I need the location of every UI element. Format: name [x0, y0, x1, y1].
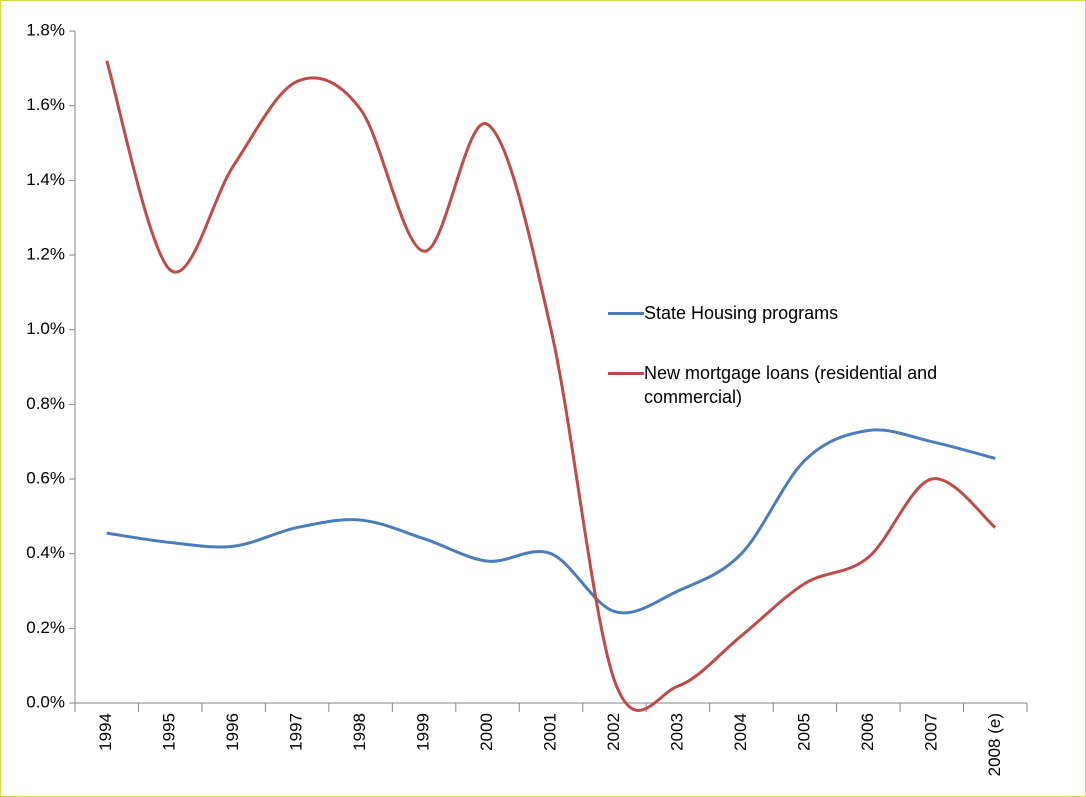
x-tick-label: 2004 — [731, 713, 750, 751]
x-tick-label: 2008 (e) — [985, 713, 1004, 776]
x-tick-label: 2005 — [794, 713, 813, 751]
y-tick-label: 0.8% — [26, 394, 65, 413]
x-tick-label: 2007 — [921, 713, 940, 751]
y-tick-label: 0.0% — [26, 692, 65, 711]
x-tick-label: 1996 — [223, 713, 242, 751]
y-tick-label: 1.8% — [26, 20, 65, 39]
series-line — [106, 428, 996, 615]
legend-swatch — [608, 372, 644, 375]
x-tick-label: 2000 — [477, 713, 496, 751]
x-tick-label: 2003 — [667, 713, 686, 751]
y-tick-label: 1.6% — [26, 95, 65, 114]
series-line — [105, 60, 997, 712]
x-tick-label: 1997 — [287, 713, 306, 751]
x-tick-label: 1994 — [96, 713, 115, 751]
y-tick-label: 0.2% — [26, 618, 65, 637]
y-tick-label: 1.2% — [26, 244, 65, 263]
y-tick-label: 1.4% — [26, 170, 65, 189]
x-tick-label: 2002 — [604, 713, 623, 751]
x-tick-label: 1998 — [350, 713, 369, 751]
x-tick-label: 2001 — [540, 713, 559, 751]
x-tick-label: 1999 — [414, 713, 433, 751]
legend-swatch — [608, 312, 644, 315]
legend-label: State Housing programs — [644, 303, 839, 323]
legend-label: New mortgage loans (residential and comm… — [644, 363, 938, 407]
y-tick-label: 0.4% — [26, 543, 65, 562]
x-tick-label: 1995 — [160, 713, 179, 751]
x-tick-label: 2006 — [858, 713, 877, 751]
y-tick-label: 0.6% — [26, 468, 65, 487]
y-tick-label: 1.0% — [26, 319, 65, 338]
